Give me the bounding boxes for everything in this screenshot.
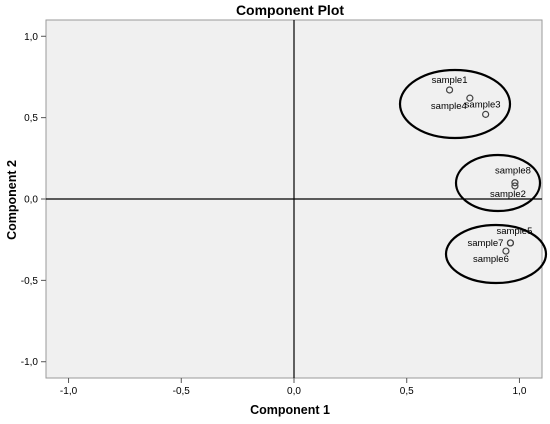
x-tick-label: 1,0 xyxy=(513,386,527,397)
x-axis-label: Component 1 xyxy=(250,403,330,417)
x-tick-label: -0,5 xyxy=(173,386,191,397)
y-axis-ticks: 1,0 0,5 0,0 -0,5 -1,0 xyxy=(21,32,46,368)
cluster-ellipse-3 xyxy=(444,223,548,285)
y-tick-label: 0,0 xyxy=(24,195,38,206)
x-tick-label: -1,0 xyxy=(60,386,78,397)
point-marker-sample4 xyxy=(466,94,474,102)
y-tick-label: 1,0 xyxy=(24,32,38,43)
point-label-sample2: sample2 xyxy=(490,189,526,200)
point-marker-sample3 xyxy=(482,110,490,118)
point-label-sample4: sample4 xyxy=(431,101,467,112)
cluster-ellipses xyxy=(398,68,548,285)
y-tick-label: -0,5 xyxy=(21,276,39,287)
cluster-ellipse-1 xyxy=(398,68,512,140)
y-tick-label: -1,0 xyxy=(21,357,39,368)
x-tick-label: 0,0 xyxy=(287,386,301,397)
point-label-sample8: sample8 xyxy=(495,166,531,177)
point-label-sample1: sample1 xyxy=(432,75,468,86)
point-marker-sample2 xyxy=(511,182,519,190)
y-tick-label: 0,5 xyxy=(24,113,38,124)
chart-title: Component Plot xyxy=(236,2,344,18)
x-axis-ticks: -1,0 -0,5 0,0 0,5 1,0 xyxy=(60,378,527,397)
point-marker-sample7 xyxy=(506,239,515,247)
point-label-sample7: sample7 xyxy=(468,238,504,249)
x-tick-label: 0,5 xyxy=(400,386,414,397)
point-marker-sample1 xyxy=(445,86,454,94)
point-label-sample5: sample5 xyxy=(496,226,532,237)
point-label-sample6: sample6 xyxy=(473,254,509,265)
cluster-ellipse-2 xyxy=(454,153,542,213)
point-label-sample3: sample3 xyxy=(465,99,501,110)
point-marker-sample8 xyxy=(511,179,519,187)
point-marker-sample6 xyxy=(502,247,510,255)
y-axis-label: Component 2 xyxy=(5,160,19,240)
